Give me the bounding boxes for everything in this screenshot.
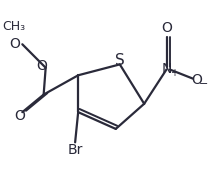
Text: O: O: [161, 20, 172, 34]
Text: O: O: [192, 73, 202, 87]
Text: O: O: [36, 59, 47, 73]
Text: O: O: [14, 109, 25, 123]
Text: CH₃: CH₃: [2, 20, 25, 33]
Text: Br: Br: [67, 143, 83, 157]
Text: −: −: [199, 79, 208, 89]
Text: N: N: [161, 62, 172, 76]
Text: +: +: [170, 68, 178, 78]
Text: S: S: [115, 53, 125, 68]
Text: O: O: [9, 37, 20, 51]
